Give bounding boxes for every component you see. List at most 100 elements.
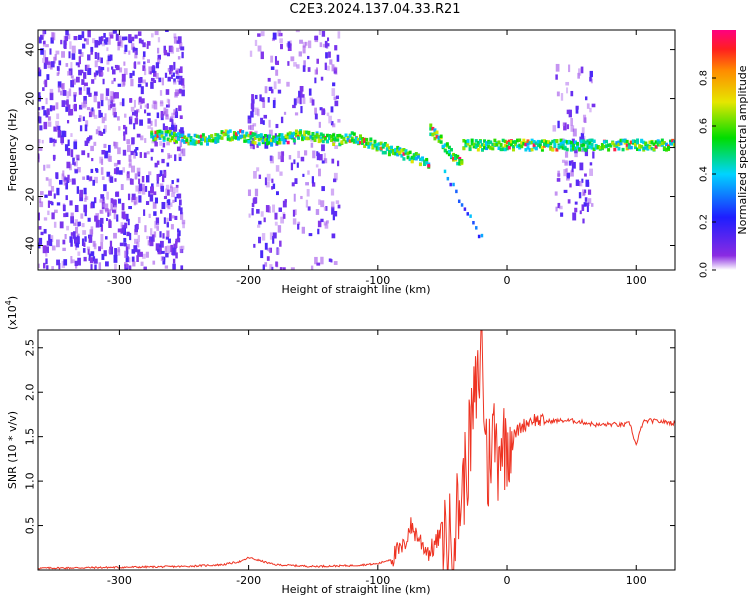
spectrogram-cell (139, 119, 143, 126)
spectrogram-cell (142, 56, 145, 60)
spectrogram-cell (334, 67, 338, 75)
spectrogram-cell (580, 132, 585, 139)
spectrogram-cell (568, 64, 571, 73)
spectrogram-cell (254, 188, 259, 197)
spectrogram-cell (394, 152, 398, 156)
y-tick-label: 20 (24, 92, 37, 106)
spectrogram-cell (337, 204, 341, 209)
spectrogram-cell (253, 243, 256, 248)
spectrogram-cell (117, 228, 122, 233)
spectrogram-cell (431, 126, 435, 131)
spectrogram-cell (134, 34, 138, 39)
spectrogram-cell (125, 246, 129, 255)
spectrogram-cell (462, 146, 466, 151)
spectrogram-cell (101, 253, 105, 260)
spectrogram-cell (447, 149, 451, 154)
spectrogram-cell (162, 123, 165, 131)
spectrogram-cell (255, 134, 259, 138)
spectrogram-cell (167, 205, 171, 210)
spectrogram-cell (252, 123, 257, 127)
spectrogram-cell (150, 81, 154, 89)
spectrogram-cell (133, 123, 136, 130)
spectrogram-cell (170, 64, 174, 73)
spectrogram-cell (63, 213, 66, 218)
spectrogram-cell (280, 116, 284, 124)
spectrogram-cell (571, 143, 575, 147)
spectrogram-cell (272, 100, 276, 109)
spectrogram-cell (337, 31, 341, 39)
spectrogram-cell (117, 116, 120, 121)
spectrogram-cell (509, 139, 513, 144)
spectrogram-cell (87, 54, 91, 61)
spectrogram-cell (185, 138, 189, 142)
spectrogram-cell (584, 148, 588, 152)
spectrogram-cell (579, 136, 583, 142)
spectrogram-cell (270, 55, 274, 63)
spectrogram-cell (138, 183, 143, 192)
spectrogram-cell (315, 131, 319, 135)
spectrogram-cell (579, 162, 584, 171)
spectrogram-cell (559, 205, 563, 210)
spectrogram-cell (43, 50, 47, 58)
spectrogram-cell (159, 231, 162, 238)
spectrogram-cell (427, 164, 431, 168)
spectrogram-cell (276, 136, 280, 140)
spectrogram-cell (281, 151, 285, 156)
spectrogram-cell (61, 130, 66, 138)
spectrogram-cell (274, 133, 277, 139)
spectrogram-cell (154, 141, 158, 147)
spectrogram-cell (58, 60, 62, 66)
spectrogram-cell (257, 33, 261, 37)
spectrogram-cell (468, 147, 472, 151)
spectrogram-cell (332, 82, 336, 87)
spectrogram-cell (148, 66, 152, 75)
spectrogram-cell (472, 144, 476, 149)
spectrogram-cell (617, 140, 621, 145)
spectrogram-cell (557, 170, 560, 178)
spectrogram-cell (145, 251, 149, 258)
spectrogram-cell (654, 140, 658, 144)
spectrogram-cell (390, 147, 394, 152)
spectrogram-cell (290, 56, 295, 62)
spectrogram-cell (154, 136, 158, 141)
spectrogram-cell (421, 157, 425, 162)
spectrogram-cell (315, 67, 318, 75)
spectrogram-cell (177, 193, 182, 199)
spectrogram-cell (101, 116, 105, 124)
spectrogram-cell (356, 140, 360, 145)
spectrogram-cell (94, 60, 98, 68)
spectrogram-cell (56, 259, 60, 266)
spectrogram-cell (598, 146, 602, 150)
spectrogram-cell (505, 140, 509, 145)
spectrogram-cell (296, 136, 300, 140)
spectrogram-cell (556, 178, 561, 182)
spectrogram-cell (187, 133, 191, 138)
spectrogram-cell (276, 141, 280, 145)
spectrogram-cell (439, 134, 443, 139)
spectrogram-cell (348, 134, 352, 138)
spectrogram-cell (128, 50, 131, 55)
spectrogram-cell (400, 154, 404, 158)
spectrogram-cell (115, 93, 119, 98)
spectrogram-cell (279, 38, 283, 44)
spectrogram-cell (118, 126, 121, 131)
spectrogram-cell (673, 140, 675, 144)
spectrogram-cell (131, 256, 135, 262)
spectrogram-cell (56, 113, 60, 120)
spectrogram-cell (172, 247, 176, 256)
spectrogram-cell (331, 158, 335, 164)
spectrogram-cell (73, 139, 78, 144)
spectrogram-cell (81, 31, 85, 39)
spectrogram-cell (296, 162, 299, 168)
spectrogram-cell (110, 91, 114, 99)
spectrogram-cell (117, 45, 120, 51)
spectrogram-cell (146, 41, 151, 46)
spectrogram-cell (302, 41, 307, 48)
spectrogram-cell (86, 175, 90, 180)
spectrogram-cell (66, 225, 70, 231)
spectrogram-cell (172, 187, 176, 194)
spectrogram-cell (171, 119, 174, 125)
spectrogram-cell (89, 257, 94, 264)
spectrogram-cell (105, 217, 108, 222)
spectrogram-cell (301, 226, 305, 234)
